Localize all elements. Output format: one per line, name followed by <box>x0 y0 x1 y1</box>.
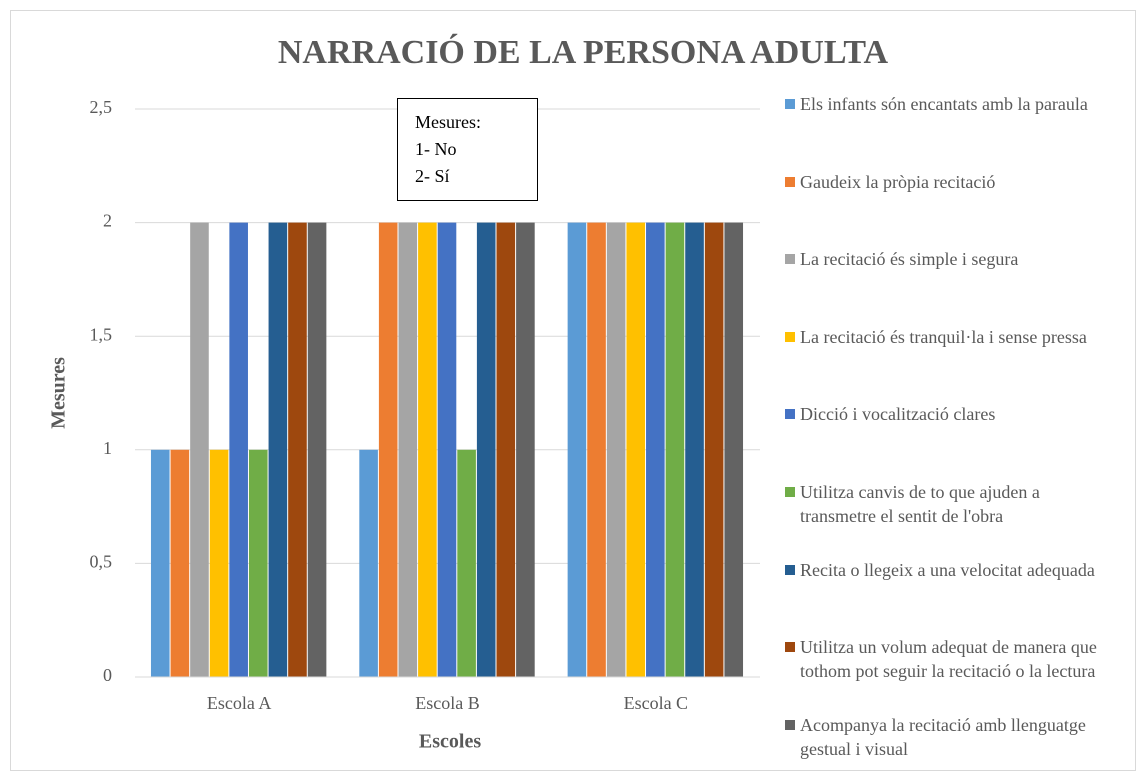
chart-title: NARRACIÓ DE LA PERSONA ADULTA <box>278 33 889 71</box>
y-tick-label: 1,5 <box>90 324 113 344</box>
bar <box>418 222 437 677</box>
legend-item: Dicció i vocalització clares <box>785 402 1120 426</box>
legend-label: Els infants són encantats amb la paraula <box>800 94 1088 114</box>
bar <box>229 222 248 677</box>
legend-label: La recitació és simple i segura <box>800 249 1019 270</box>
x-tick-label: Escola C <box>624 693 689 713</box>
legend-swatch <box>785 409 795 420</box>
legend-label: Gaudeix la pròpia recitació <box>800 171 996 192</box>
bar <box>665 222 685 677</box>
legend-item: Acompanya la recitació amb llenguatge ge… <box>785 713 1120 761</box>
legend-item: Recita o llegeix a una velocitat adequad… <box>785 558 1120 582</box>
bar <box>378 222 398 677</box>
y-tick-label: 2,5 <box>90 97 113 117</box>
legend-swatch <box>785 331 795 342</box>
bar <box>457 449 476 677</box>
annotation-text: Mesures: <box>415 112 481 132</box>
bar <box>268 222 288 677</box>
legend-swatch <box>785 487 795 497</box>
legend-label: Dicció i vocalització clares <box>800 404 996 425</box>
annotation-text: 2- Sí <box>415 166 450 186</box>
bar <box>685 222 704 677</box>
bar <box>248 449 268 677</box>
legend-label: Utilitza un volum adequat de manera que … <box>800 637 1097 682</box>
bar <box>359 449 378 677</box>
bar <box>209 449 229 677</box>
bar <box>398 222 418 677</box>
y-tick-label: 0,5 <box>90 552 113 572</box>
bar <box>606 222 626 677</box>
legend-item: La recitació és simple i segura <box>785 247 1120 271</box>
bar <box>437 222 457 677</box>
legend-swatch <box>785 642 795 653</box>
legend-item: Els infants són encantats amb la paraula <box>785 92 1120 116</box>
legend-label: Recita o llegeix a una velocitat adequad… <box>800 559 1095 580</box>
annotation-box <box>397 98 538 201</box>
y-tick-label: 1 <box>103 438 112 458</box>
bar <box>646 222 665 677</box>
y-tick-label: 2 <box>103 211 112 231</box>
bar <box>496 222 516 677</box>
bar <box>307 222 327 677</box>
bar <box>150 449 170 677</box>
bar <box>587 222 606 677</box>
legend-item: Utilitza canvis de to que ajuden a trans… <box>785 480 1120 528</box>
bar <box>170 449 190 677</box>
x-axis-label: Escoles <box>419 731 481 753</box>
y-axis-label: Mesures <box>48 357 70 429</box>
bar <box>190 222 209 677</box>
y-tick-label: 0 <box>103 665 112 685</box>
legend-swatch <box>785 254 795 265</box>
x-tick-label: Escola B <box>415 693 480 713</box>
legend-label: Acompanya la recitació amb llenguatge ge… <box>800 714 1086 759</box>
legend-label: Utilitza canvis de to que ajuden a trans… <box>800 482 1040 526</box>
legend-item: Utilitza un volum adequat de manera que … <box>785 635 1120 683</box>
bar <box>704 222 724 677</box>
legend-item: Gaudeix la pròpia recitació <box>785 170 1120 194</box>
bar <box>567 222 587 677</box>
legend-item: La recitació és tranquil·la i sense pres… <box>785 325 1120 349</box>
bar <box>626 222 646 677</box>
legend-swatch <box>785 719 795 730</box>
legend-label: La recitació és tranquil·la i sense pres… <box>800 326 1087 347</box>
legend-swatch <box>785 176 795 187</box>
x-tick-label: Escola A <box>207 693 272 713</box>
legend-swatch <box>785 99 795 109</box>
bar <box>288 222 307 677</box>
legend-swatch <box>785 564 795 575</box>
annotation-text: 1- No <box>415 139 457 159</box>
bar <box>516 222 535 677</box>
bar <box>476 222 496 677</box>
bar <box>724 222 744 677</box>
